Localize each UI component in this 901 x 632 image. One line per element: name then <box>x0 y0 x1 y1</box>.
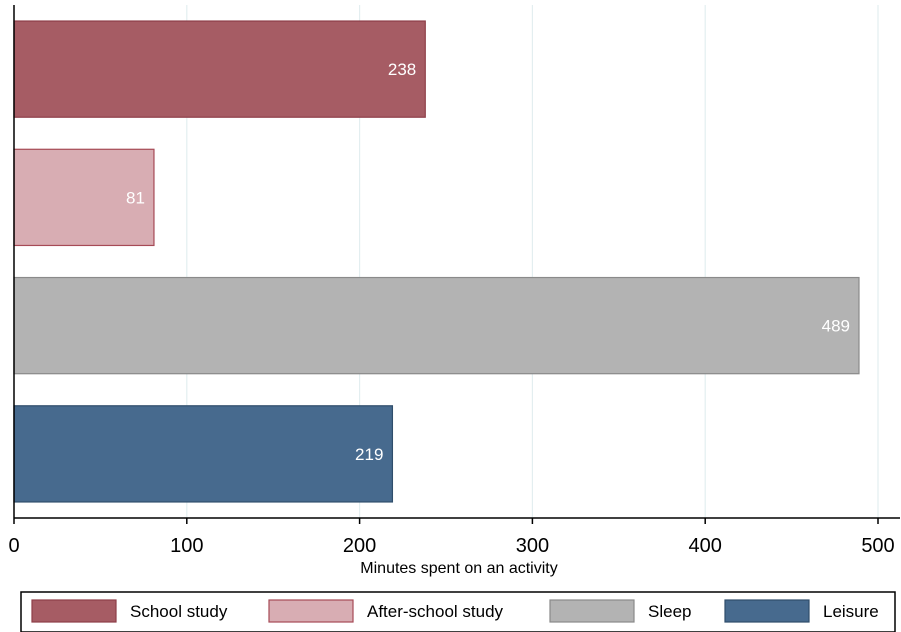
x-tick-label-100: 100 <box>170 535 203 557</box>
legend: School study After-school study Sleep Leisu… <box>20 591 896 632</box>
x-tick-label-0: 0 <box>8 535 19 557</box>
x-tick-label-500: 500 <box>861 535 894 557</box>
legend-swatch-leisure <box>724 599 810 623</box>
x-axis-title: Minutes spent on an activity <box>360 560 557 577</box>
bar-sleep <box>13 276 860 375</box>
data-label-school-study: 238 <box>388 60 416 79</box>
legend-label-sleep: Sleep <box>648 602 691 621</box>
bars: 238 81 489 219 <box>13 20 860 503</box>
legend-label-school-study: School study <box>130 602 228 621</box>
bar-school-study <box>13 20 426 118</box>
legend-label-after-school-study: After-school study <box>367 602 504 621</box>
legend-swatch-sleep <box>549 599 635 623</box>
legend-items: School study After-school study Sleep Leisu… <box>31 599 879 623</box>
data-label-sleep: 489 <box>822 317 850 336</box>
data-label-after-school-study: 81 <box>126 188 145 207</box>
legend-swatch-school-study <box>31 599 117 623</box>
x-tick-label-300: 300 <box>516 535 549 557</box>
legend-label-leisure: Leisure <box>823 602 879 621</box>
bar-leisure <box>13 405 394 503</box>
x-tick-label-200: 200 <box>343 535 376 557</box>
data-label-leisure: 219 <box>355 445 383 464</box>
x-tick-label-400: 400 <box>689 535 722 557</box>
bar-after-school-study <box>13 148 155 247</box>
x-axis: Minutes spent on an activity 0 100 200 300 4… <box>8 5 900 577</box>
legend-swatch-after-school-study <box>268 599 354 623</box>
